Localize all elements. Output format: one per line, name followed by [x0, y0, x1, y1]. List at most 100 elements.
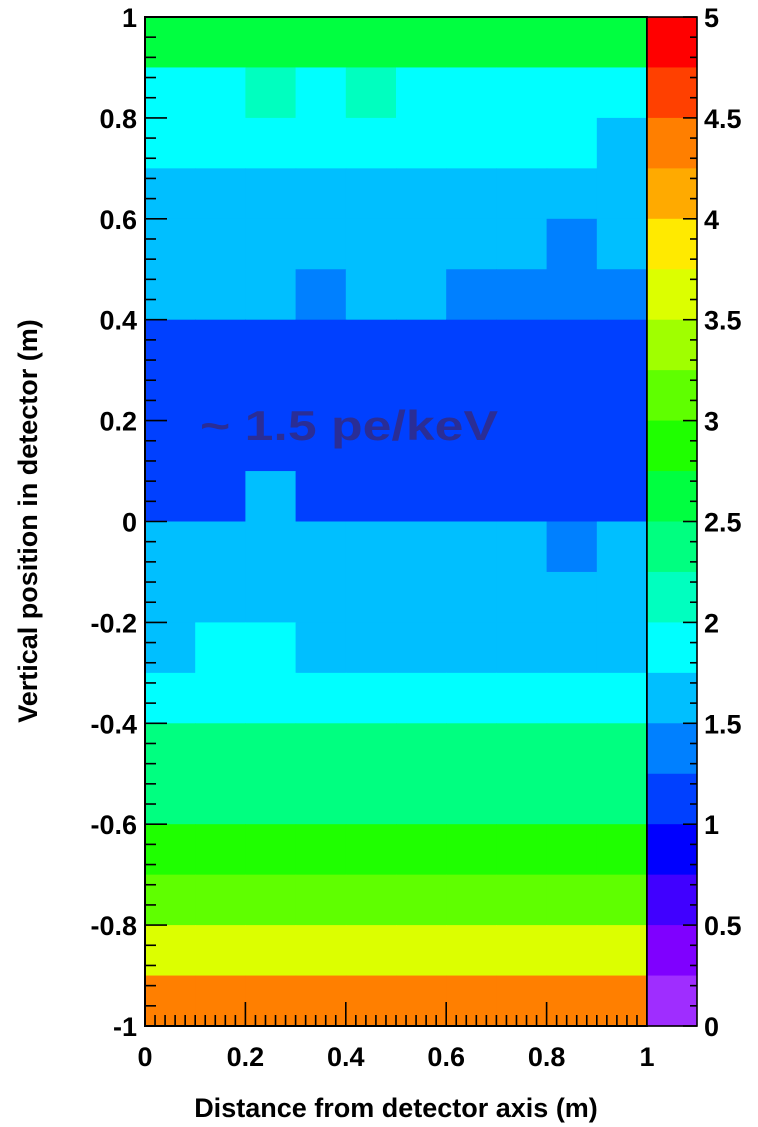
z-tick-label: 0 — [704, 1012, 719, 1042]
heatmap-cell — [195, 874, 246, 926]
heatmap-cell — [245, 723, 297, 775]
heatmap-cell — [596, 17, 648, 69]
heatmap-cell — [496, 471, 548, 523]
heatmap-cell — [546, 269, 598, 321]
heatmap-cell — [496, 269, 548, 321]
heatmap-cell — [295, 571, 347, 623]
heatmap-cell — [295, 319, 347, 371]
heatmap-cell — [596, 773, 648, 825]
heatmap-cell — [596, 168, 648, 220]
heatmap-cell — [546, 925, 598, 977]
heatmap-cell — [145, 420, 196, 472]
heatmap-cell — [596, 218, 648, 270]
heatmap-cell — [496, 218, 548, 270]
heatmap-cell — [145, 67, 196, 119]
y-tick-label: 0.2 — [99, 407, 137, 437]
color-scale-swatch — [647, 420, 697, 472]
heatmap-cell — [546, 571, 598, 623]
heatmap-cell — [546, 824, 598, 876]
color-scale-swatch — [647, 925, 697, 977]
heatmap-cell — [345, 319, 397, 371]
heatmap-cell — [145, 824, 196, 876]
heatmap-cell — [596, 571, 648, 623]
heatmap-cell — [295, 874, 347, 926]
heatmap-cell — [195, 319, 246, 371]
heatmap-cell — [396, 975, 447, 1027]
heatmap-cell — [295, 622, 347, 674]
heatmap-cell — [496, 117, 548, 169]
color-scale-swatch — [647, 672, 697, 724]
heatmap-cell — [446, 723, 497, 775]
heatmap-cell — [145, 773, 196, 825]
z-tick-label: 1 — [704, 810, 719, 840]
heatmap-cell — [145, 571, 196, 623]
heatmap-cell — [295, 672, 347, 724]
heatmap-cell — [145, 370, 196, 422]
heatmap-cell — [345, 370, 397, 422]
heatmap-cell — [446, 521, 497, 573]
heatmap-cell — [546, 67, 598, 119]
heatmap-cell — [396, 672, 447, 724]
y-tick-label: 0.6 — [99, 205, 137, 235]
heatmap-cell — [496, 672, 548, 724]
heatmap-cell — [446, 319, 497, 371]
x-axis-title: Distance from detector axis (m) — [194, 1093, 598, 1123]
z-tick-label: 2.5 — [704, 508, 742, 538]
heatmap-cell — [596, 874, 648, 926]
z-tick-label: 3 — [704, 407, 719, 437]
heatmap-cell — [195, 824, 246, 876]
heatmap-cell — [596, 420, 648, 472]
heatmap-cell — [396, 571, 447, 623]
heatmap-cell — [446, 874, 497, 926]
z-tick-label: 4.5 — [704, 104, 742, 134]
color-scale-swatch — [647, 975, 697, 1027]
color-scale-swatch — [647, 622, 697, 674]
x-tick-label: 1 — [639, 1042, 654, 1072]
heatmap-cell — [345, 874, 397, 926]
heatmap-cell — [396, 168, 447, 220]
y-tick-label: 1 — [122, 3, 137, 33]
heatmap-cell — [195, 773, 246, 825]
heatmap-cell — [546, 622, 598, 674]
heatmap-cell — [596, 672, 648, 724]
heatmap-cell — [145, 117, 196, 169]
heatmap-cell — [295, 218, 347, 270]
heatmap-cell — [245, 117, 297, 169]
heatmap-cell — [396, 521, 447, 573]
heatmap-cell — [596, 319, 648, 371]
heatmap-cell — [546, 975, 598, 1027]
heatmap-cell — [396, 723, 447, 775]
heatmap-cell — [496, 773, 548, 825]
heatmap-cell — [446, 622, 497, 674]
color-scale-swatch — [647, 269, 697, 321]
heatmap-cell — [145, 622, 196, 674]
y-tick-label: 0.8 — [99, 104, 137, 134]
heatmap-cell — [496, 571, 548, 623]
heatmap-cell — [345, 925, 397, 977]
heatmap-cell — [596, 824, 648, 876]
heatmap-cell — [145, 672, 196, 724]
heatmap-cell — [345, 723, 397, 775]
color-scale-swatch — [647, 773, 697, 825]
heatmap-cell — [345, 269, 397, 321]
heatmap-cell — [145, 218, 196, 270]
heatmap-cell — [496, 622, 548, 674]
z-tick-label: 5 — [704, 3, 719, 33]
heatmap-cell — [396, 17, 447, 69]
heatmap-cell — [295, 420, 347, 472]
heatmap-cell — [446, 168, 497, 220]
heatmap-cell — [496, 874, 548, 926]
heatmap-cell — [295, 824, 347, 876]
heatmap-cell — [295, 975, 347, 1027]
heatmap-cell — [145, 723, 196, 775]
heatmap-cell — [546, 168, 598, 220]
heatmap-cell — [195, 925, 246, 977]
heatmap-cell — [546, 17, 598, 69]
heatmap-cell — [345, 571, 397, 623]
heatmap-cell — [596, 723, 648, 775]
heatmap-cell — [446, 925, 497, 977]
heatmap-cell — [245, 975, 297, 1027]
heatmap-cell — [345, 420, 397, 472]
heatmap-cell — [195, 471, 246, 523]
heatmap-cell — [195, 672, 246, 724]
